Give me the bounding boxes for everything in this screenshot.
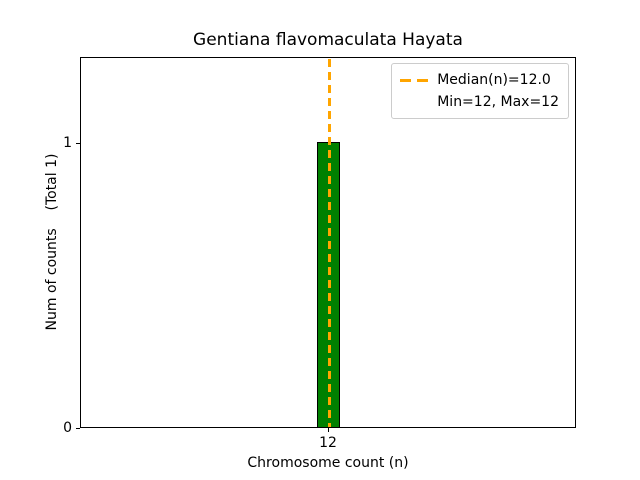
chart-title: Gentiana flavomaculata Hayata bbox=[193, 30, 463, 50]
legend: Median(n)=12.0 Min=12, Max=12 bbox=[391, 63, 569, 119]
y-axis-label: Num of counts (Total 1) bbox=[44, 153, 60, 331]
plot-area: Median(n)=12.0 Min=12, Max=12 bbox=[80, 57, 576, 428]
y-tick-label-0: 0 bbox=[63, 420, 72, 436]
median-line bbox=[327, 59, 331, 427]
y-tick-label-1: 1 bbox=[63, 135, 72, 151]
x-tick-mark-12 bbox=[328, 428, 329, 432]
x-axis-label: Chromosome count (n) bbox=[247, 455, 409, 471]
legend-entry-median: Median(n)=12.0 bbox=[400, 69, 559, 91]
x-tick-label-12: 12 bbox=[319, 435, 337, 451]
median-dashed-line-icon bbox=[400, 78, 429, 82]
legend-blank-swatch bbox=[400, 101, 428, 104]
legend-entry-median-label: Median(n)=12.0 bbox=[437, 72, 551, 88]
legend-entry-minmax-label: Min=12, Max=12 bbox=[437, 94, 559, 110]
y-tick-mark-1 bbox=[76, 143, 80, 144]
y-tick-mark-0 bbox=[76, 428, 80, 429]
legend-entry-minmax: Min=12, Max=12 bbox=[400, 91, 559, 113]
